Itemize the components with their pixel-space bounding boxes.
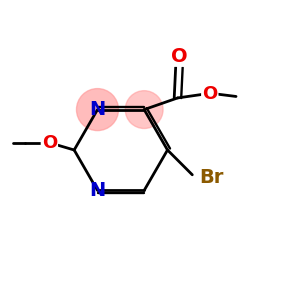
Text: O: O	[171, 47, 188, 66]
Circle shape	[76, 88, 118, 130]
Text: N: N	[89, 181, 106, 200]
Circle shape	[125, 91, 163, 128]
Text: O: O	[202, 85, 218, 103]
Text: Br: Br	[200, 168, 224, 187]
Text: O: O	[42, 134, 57, 152]
Text: N: N	[89, 100, 106, 119]
